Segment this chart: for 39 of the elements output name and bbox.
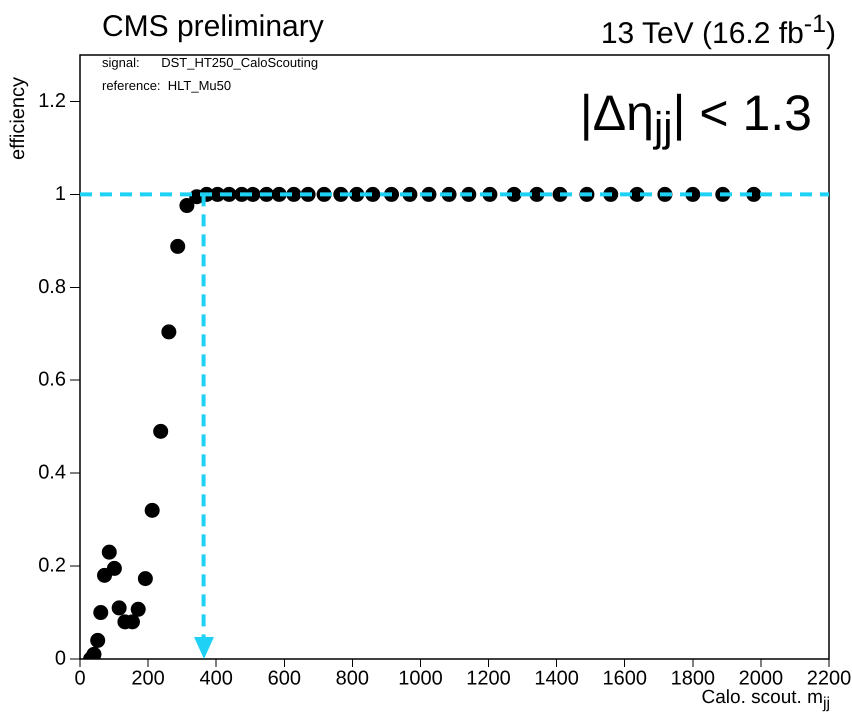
point xyxy=(102,544,117,560)
y-tick-label: 0 xyxy=(54,648,66,670)
point xyxy=(161,324,176,340)
x-axis-title: Calo. scout. m$_{jj}$ xyxy=(702,687,830,712)
x-tick-label: 1200 xyxy=(466,668,511,690)
x-tick-label: 200 xyxy=(131,668,165,690)
y-tick-label: 1.2 xyxy=(38,90,66,112)
point xyxy=(90,632,106,648)
x-tick-label: 1600 xyxy=(602,668,647,690)
y-tick-label: 0.6 xyxy=(38,368,66,391)
y-tick-label: 0.8 xyxy=(38,276,66,298)
chart-subtitle: 13 TeV (16.2 fb$^{-1}$) xyxy=(600,10,836,50)
point xyxy=(93,605,108,620)
point xyxy=(153,424,168,439)
y-axis-title: efficiency xyxy=(7,76,29,160)
point xyxy=(144,502,160,518)
point xyxy=(170,238,186,254)
annotation: signal: DST_HT250_CaloScouting xyxy=(102,55,318,70)
point xyxy=(97,568,112,583)
x-tick-label: 400 xyxy=(199,668,233,690)
y-tick-label: 0.4 xyxy=(38,462,66,484)
x-tick-label: 600 xyxy=(268,668,301,690)
x-tick-label: 2000 xyxy=(738,668,784,690)
point xyxy=(106,560,122,576)
annotation: |Δη$_{jj}$| < 1.3 xyxy=(580,85,812,150)
x-tick-label: 0 xyxy=(74,668,86,690)
x-tick-label: 2200 xyxy=(806,668,852,690)
point xyxy=(138,571,153,586)
chart-title: CMS preliminary xyxy=(102,10,324,43)
y-tick-label: 1 xyxy=(54,182,66,205)
point xyxy=(130,602,146,617)
point xyxy=(112,600,127,616)
x-tick-label: 1800 xyxy=(670,668,716,690)
y-tick-label: 0.2 xyxy=(38,554,66,577)
point xyxy=(179,198,194,214)
x-tick-label: 1000 xyxy=(398,668,443,690)
annotation: reference: HLT_Mu50 xyxy=(102,78,232,93)
x-tick-label: 800 xyxy=(336,668,370,690)
x-tick-label: 1400 xyxy=(534,668,579,690)
